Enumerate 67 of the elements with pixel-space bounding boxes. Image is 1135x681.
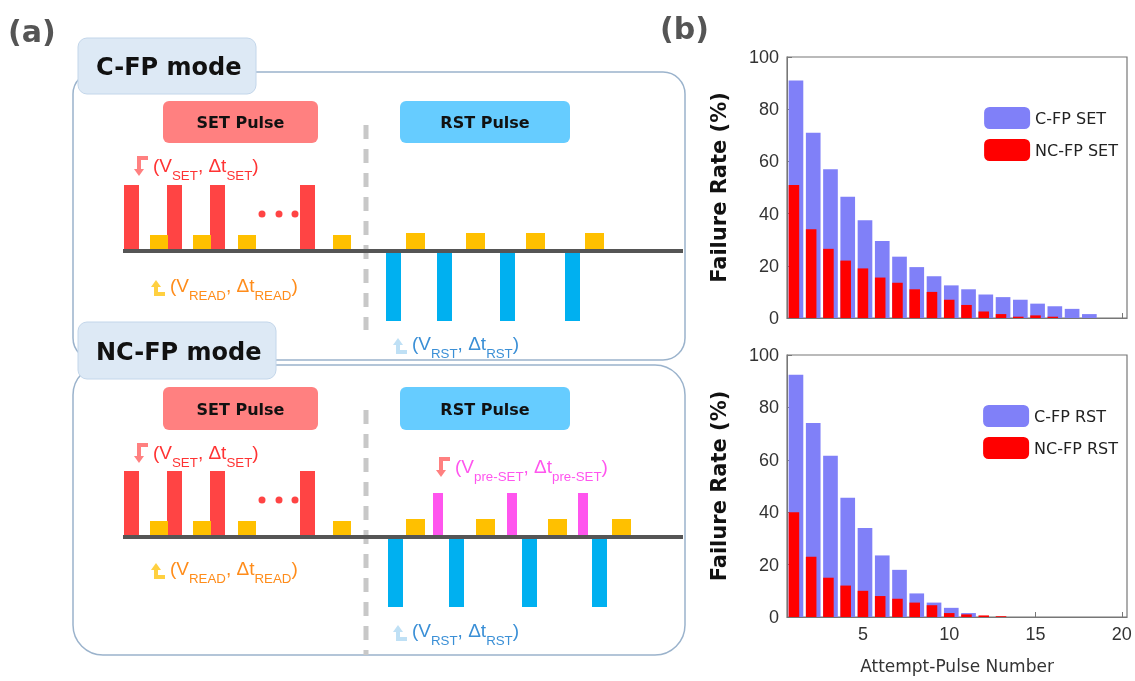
y-tick-label: 40 [758, 502, 779, 523]
y-tick-label: 0 [768, 308, 779, 328]
y-tick-label: 20 [758, 255, 779, 276]
legend-label: NC-FP RST [1034, 438, 1119, 458]
x-tick-label: 15 [1025, 624, 1046, 644]
x-tick-label: 20 [1111, 624, 1132, 644]
x-tick-label: 10 [939, 624, 960, 644]
legend-label: C-FP SET [1035, 108, 1107, 128]
bar [840, 585, 851, 617]
bar [961, 304, 972, 318]
y-tick-label: 60 [758, 449, 779, 470]
bar [805, 556, 817, 617]
x-axis-title: Attempt-Pulse Number [860, 655, 1054, 676]
text: C-FP mode [96, 53, 242, 81]
text: (a) [8, 14, 56, 49]
bar [1082, 314, 1097, 318]
bar [1047, 306, 1063, 318]
bar [788, 184, 800, 318]
y-tick-label: 80 [758, 397, 779, 418]
y-tick-label: 60 [758, 151, 779, 172]
text: (V$_{READ}$, Δt$_{READ}$) [170, 275, 298, 303]
text: (V$_{SET}$, Δt$_{SET}$) [153, 442, 259, 470]
bar [840, 260, 851, 318]
y-tick-label: 80 [758, 99, 779, 120]
y-tick-label: 20 [758, 554, 779, 575]
bar [1012, 299, 1028, 318]
bar [805, 229, 817, 318]
text: (V$_{RST}$, Δt$_{RST}$) [412, 333, 520, 361]
bar [926, 291, 938, 318]
text: (V$_{SET}$, Δt$_{SET}$) [153, 155, 259, 183]
text: RST Pulse [440, 113, 530, 132]
bar [909, 602, 920, 617]
bar [943, 299, 955, 318]
bar [909, 289, 920, 318]
bar [857, 268, 869, 318]
y-tick-label: 100 [748, 47, 779, 67]
bar [823, 248, 834, 318]
bar [943, 613, 955, 617]
bar [961, 614, 972, 617]
y-axis-title: Failure Rate (%) [706, 92, 731, 283]
text: SET Pulse [196, 399, 285, 419]
y-tick-label: 0 [768, 607, 779, 627]
x-tick-label: 5 [857, 624, 868, 644]
text: NC-FP mode [96, 337, 262, 366]
bar [995, 314, 1007, 318]
bar [892, 282, 903, 318]
bar [1064, 308, 1080, 318]
bar [892, 598, 903, 617]
legend-label: C-FP RST [1034, 406, 1107, 426]
text: (V$_{pre-SET}$, Δt$_{pre-SET}$) [455, 456, 608, 484]
bar [857, 590, 869, 617]
legend-label: NC-FP SET [1035, 140, 1119, 160]
bar [788, 512, 800, 617]
bar [978, 311, 990, 318]
bar [874, 277, 886, 318]
bar [874, 596, 886, 617]
bar [1030, 315, 1041, 318]
text: (V$_{READ}$, Δt$_{READ}$) [170, 558, 298, 586]
chart-title: (b) [660, 10, 709, 46]
y-axis-title: Failure Rate (%) [706, 390, 731, 582]
text: (V$_{RST}$, Δt$_{RST}$) [412, 620, 520, 648]
y-tick-label: 100 [748, 345, 779, 365]
text: RST Pulse [440, 399, 530, 419]
bar [823, 577, 834, 617]
text: SET Pulse [196, 113, 285, 132]
bar [926, 605, 938, 617]
y-tick-label: 40 [758, 203, 779, 224]
